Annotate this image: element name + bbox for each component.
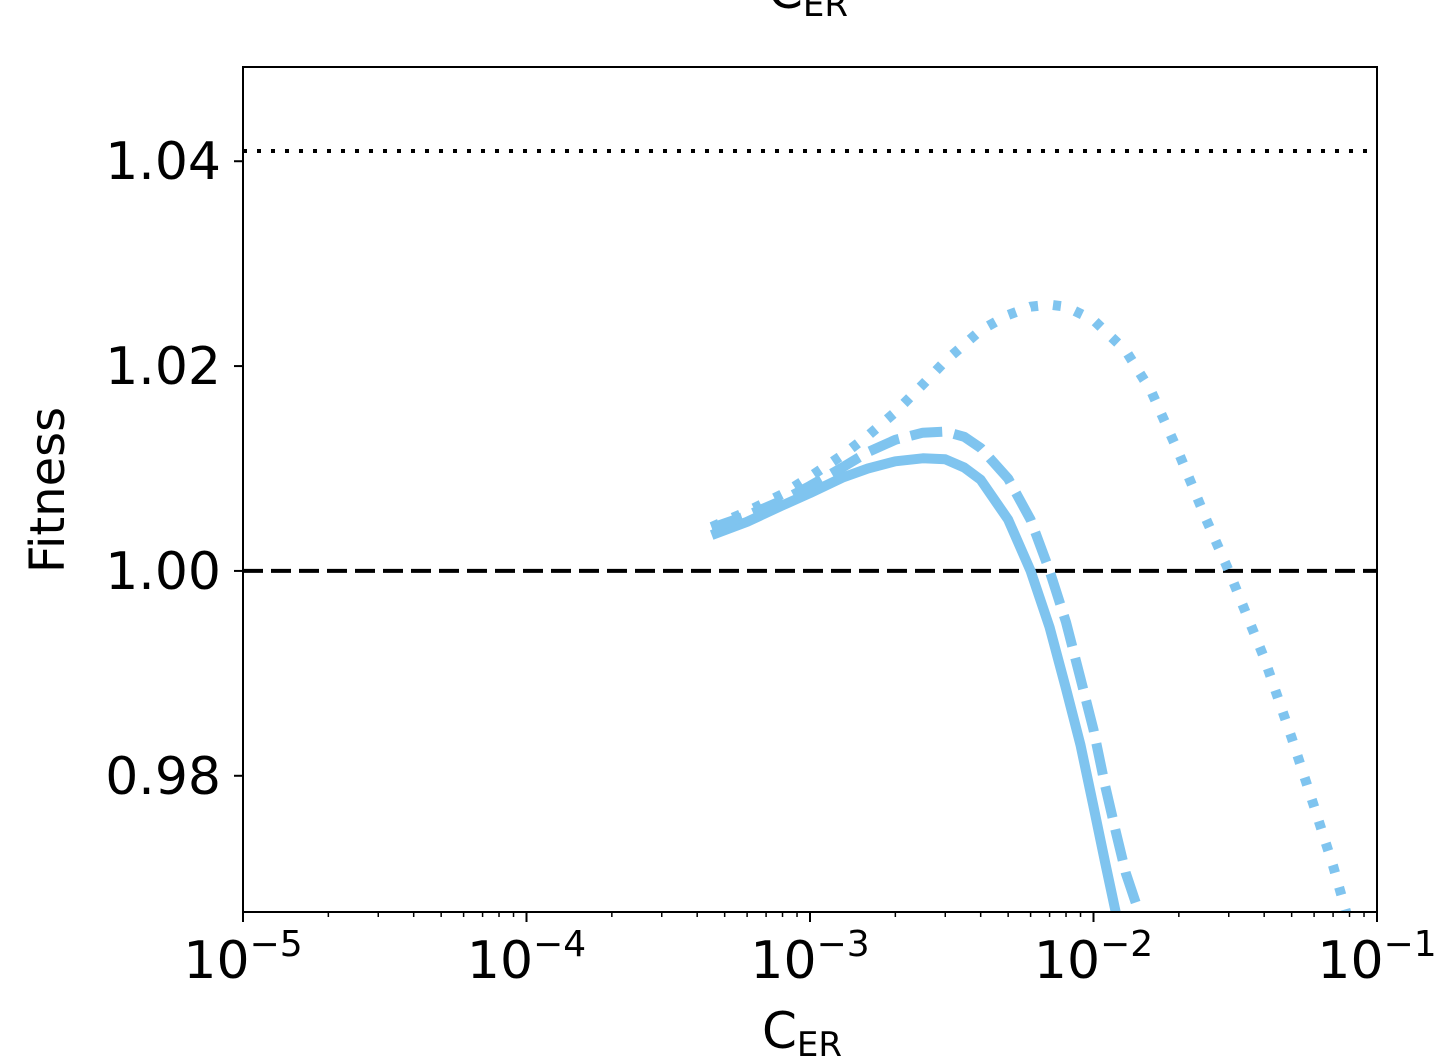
x-tick-label: 10−1 <box>1317 924 1436 991</box>
series-layer <box>709 299 1352 912</box>
series-line-dashed <box>710 426 1144 912</box>
series-line-solid <box>709 453 1121 912</box>
y-axis: 0.98 1.00 1.02 1.04 <box>105 132 243 807</box>
series-line-dotted <box>709 299 1352 912</box>
y-tick-label: 1.04 <box>105 132 221 192</box>
y-tick-label: 1.02 <box>105 337 221 397</box>
reference-lines <box>243 148 1377 573</box>
title-fragment: CER <box>768 0 848 25</box>
y-tick-label: 1.00 <box>105 542 221 602</box>
x-tick-label: 10−5 <box>183 924 302 991</box>
x-axis: 10−5 10−4 10−3 10−2 10−1 <box>183 912 1437 991</box>
x-tick-label: 10−3 <box>750 924 869 991</box>
y-axis-label: Fitness <box>20 407 76 573</box>
y-tick-label: 0.98 <box>105 747 221 807</box>
x-axis-label: CER <box>762 1002 842 1058</box>
x-tick-label: 10−4 <box>467 924 586 991</box>
x-tick-label: 10−2 <box>1034 924 1153 991</box>
